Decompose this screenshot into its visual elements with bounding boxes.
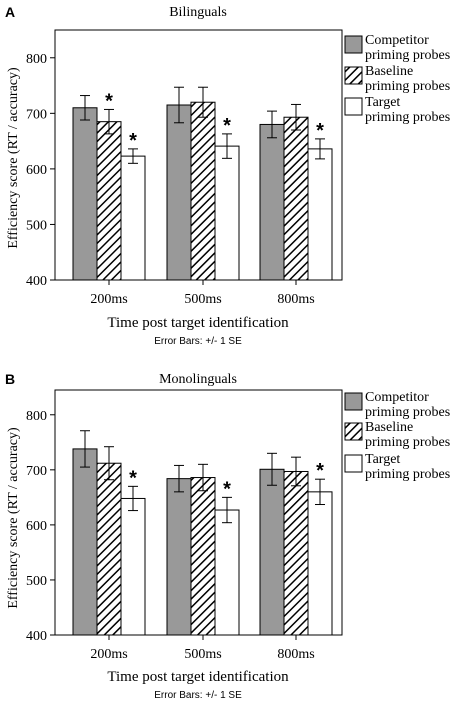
bar-800ms-series-0: [259, 468, 285, 636]
bar-200ms-series-0: [72, 107, 98, 281]
bar-200ms-series-0: [72, 448, 98, 636]
bar-800ms-series-2: [307, 148, 333, 281]
panel-b-footnote: Error Bars: +/- 1 SE: [154, 690, 242, 701]
panel-b-ylabel: Efficiency score (RT / accuracy): [6, 427, 21, 609]
x-tick-label: 500ms: [184, 292, 221, 307]
legend-line: priming probes: [365, 435, 450, 450]
legend-swatch-1: [344, 66, 363, 85]
panel-a-title: Bilinguals: [169, 5, 227, 20]
bar-500ms-series-1: [190, 477, 216, 636]
panel-a-label: A: [5, 4, 15, 20]
bar-800ms-series-0: [259, 123, 285, 281]
bar-800ms-series-1: [283, 470, 309, 636]
legend-label-0: Competitor priming probes: [365, 390, 450, 420]
y-tick-label: 800: [26, 52, 47, 67]
legend-swatch-2: [344, 97, 363, 116]
x-tick-label: 500ms: [184, 647, 221, 662]
legend-swatch-2: [344, 454, 363, 473]
bar-200ms-series-2: [120, 155, 146, 281]
legend-label-2: Target priming probes: [365, 452, 450, 482]
x-tick-label: 800ms: [277, 292, 314, 307]
panel-a-footnote: Error Bars: +/- 1 SE: [154, 336, 242, 347]
significance-star: *: [129, 467, 137, 489]
legend-line: priming probes: [365, 467, 450, 482]
y-tick-label: 600: [26, 163, 47, 178]
legend-line: priming probes: [365, 405, 450, 420]
bar-500ms-series-2: [214, 509, 240, 636]
x-tick-label: 200ms: [90, 292, 127, 307]
legend-line: Target: [365, 95, 400, 110]
significance-star: *: [316, 460, 324, 482]
y-tick-label: 500: [26, 574, 47, 589]
y-tick-label: 700: [26, 107, 47, 122]
legend-label-1: Baseline priming probes: [365, 64, 450, 94]
legend-line: priming probes: [365, 48, 450, 63]
panel-a: A Bilinguals Efficiency score (RT / accu…: [5, 4, 450, 347]
bar-200ms-series-1: [96, 121, 122, 281]
bar-800ms-series-1: [283, 116, 309, 281]
legend-line: Competitor: [365, 390, 429, 405]
y-tick-label: 800: [26, 409, 47, 424]
y-tick-label: 600: [26, 519, 47, 534]
bar-200ms-series-1: [96, 462, 122, 636]
bar-500ms-series-0: [166, 478, 192, 636]
legend-label-2: Target priming probes: [365, 95, 450, 125]
bar-500ms-series-0: [166, 104, 192, 281]
panel-a-xlabel: Time post target identification: [107, 315, 289, 331]
legend-swatch-0: [344, 392, 363, 411]
panel-b: B Monolinguals Efficiency score (RT / ac…: [5, 371, 450, 701]
y-tick-label: 400: [26, 629, 47, 644]
bar-500ms-series-1: [190, 101, 216, 281]
legend-line: priming probes: [365, 79, 450, 94]
panel-a-plot: 400 500 600 700 800 200ms 500ms 800ms * * * *: [26, 29, 343, 307]
legend-swatch-1: [344, 422, 363, 441]
significance-star: *: [129, 130, 137, 152]
bar-800ms-series-2: [307, 491, 333, 636]
panel-a-ylabel: Efficiency score (RT / accuracy): [6, 67, 21, 249]
panel-b-xlabel: Time post target identification: [107, 669, 289, 685]
panel-b-title: Monolinguals: [159, 372, 237, 387]
bar-500ms-series-2: [214, 145, 240, 281]
y-tick-label: 500: [26, 218, 47, 233]
legend-line: Target: [365, 452, 400, 467]
y-tick-label: 400: [26, 274, 47, 289]
legend-label-1: Baseline priming probes: [365, 420, 450, 450]
panel-b-plot: 400 500 600 700 800 200ms 500ms 800ms * * *: [26, 389, 343, 662]
legend-label-0: Competitor priming probes: [365, 33, 450, 63]
y-tick-label: 700: [26, 464, 47, 479]
significance-star: *: [223, 115, 231, 137]
significance-star: *: [105, 90, 113, 112]
legend-line: Competitor: [365, 33, 429, 48]
bar-200ms-series-2: [120, 497, 146, 636]
x-tick-label: 800ms: [277, 647, 314, 662]
legend-swatch-0: [344, 35, 363, 54]
legend-line: priming probes: [365, 110, 450, 125]
significance-star: *: [316, 120, 324, 142]
panel-b-label: B: [5, 371, 15, 387]
significance-star: *: [223, 478, 231, 500]
legend-line: Baseline: [365, 420, 413, 435]
x-tick-label: 200ms: [90, 647, 127, 662]
legend-line: Baseline: [365, 64, 413, 79]
